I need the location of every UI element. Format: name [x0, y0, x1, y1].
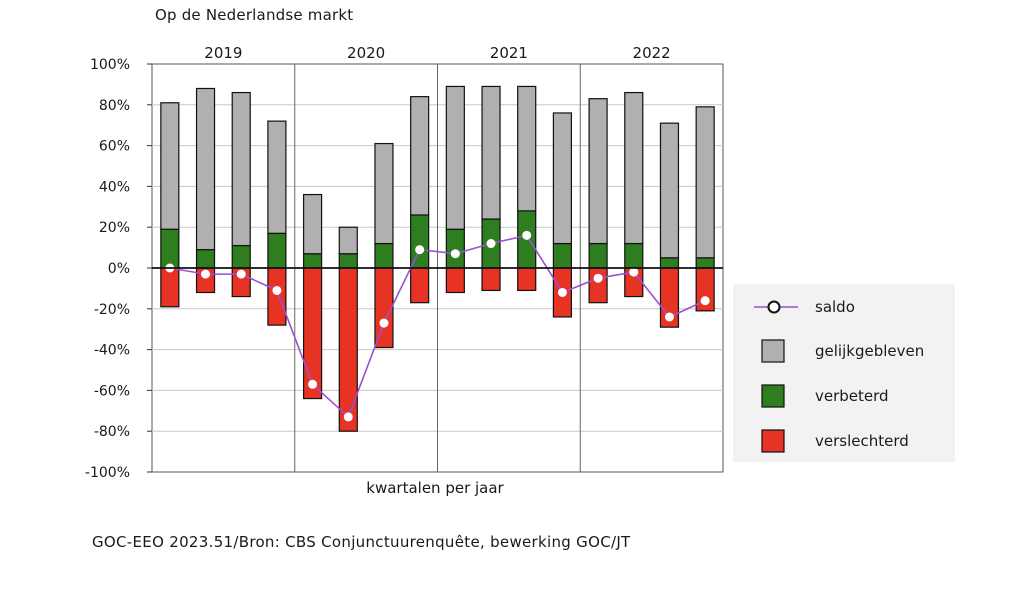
bar-gelijkgebleven [624, 91, 644, 245]
bar-verbeterd [659, 257, 680, 269]
saldo-point [700, 296, 710, 306]
saldo-point [664, 312, 674, 322]
bar-gelijkgebleven [481, 85, 501, 220]
bar-verslechterd [410, 267, 430, 304]
bar-verbeterd [552, 242, 573, 269]
bar-gelijkgebleven [552, 112, 573, 245]
bar-gelijkgebleven [445, 85, 465, 230]
bar-verbeterd [195, 249, 216, 269]
bar-verbeterd [374, 242, 394, 269]
bar-verbeterd [302, 253, 323, 269]
saldo-point [450, 249, 460, 259]
bar-verslechterd [267, 267, 287, 326]
saldo-point [486, 239, 496, 249]
saldo-point [201, 269, 211, 279]
bar-verbeterd [445, 228, 465, 269]
y-tick-label: -100% [85, 465, 130, 481]
legend-label-verbeterd: verbeterd [815, 387, 889, 405]
legend-label-verslechterd: verslechterd [815, 432, 909, 450]
bar-gelijkgebleven [659, 122, 680, 259]
year-label: 2022 [633, 44, 671, 62]
legend-swatch-verbeterd [761, 384, 785, 408]
saldo-point [272, 285, 282, 295]
y-tick-label: -80% [94, 424, 130, 440]
legend-swatch-verslechterd [761, 429, 785, 453]
legend-saldo-marker [767, 300, 781, 314]
saldo-point [522, 230, 532, 240]
bar-verbeterd [410, 214, 430, 269]
bar-gelijkgebleven [302, 193, 323, 255]
bar-verslechterd [338, 267, 358, 432]
y-tick-label: 100% [90, 57, 130, 73]
y-tick-label: 20% [99, 220, 130, 236]
bar-gelijkgebleven [267, 120, 287, 234]
bar-verbeterd [160, 228, 180, 269]
bar-gelijkgebleven [517, 85, 537, 212]
saldo-point [593, 273, 603, 283]
axis-layer: 100% 80% 60% 40% 20% 0% -20% -40% -60% -80% -100% 2… [85, 44, 723, 481]
saldo-point [236, 269, 246, 279]
bar-gelijkgebleven [410, 96, 430, 216]
saldo-point [415, 245, 425, 255]
bar-gelijkgebleven [374, 142, 394, 245]
legend-label-saldo: saldo [815, 298, 855, 316]
y-tick-label: 60% [99, 139, 130, 155]
year-label: 2021 [490, 44, 528, 62]
legend-swatch-gelijkgebleven [761, 339, 785, 363]
bar-verbeterd [231, 244, 251, 269]
bar-verslechterd [160, 267, 180, 308]
y-tick-label: -40% [94, 343, 130, 359]
saldo-line [169, 234, 706, 419]
saldo-point [629, 267, 639, 277]
y-tick-label: 0% [108, 261, 130, 277]
bar-gelijkgebleven [195, 87, 216, 251]
legend: saldo gelijkgebleven verbeterd verslechterd [733, 284, 955, 462]
source-note: GOC-EEO 2023.51/Bron: CBS Conjunctuurenq… [92, 533, 631, 551]
saldo-point [343, 412, 353, 422]
bar-verslechterd [374, 267, 394, 349]
bar-verbeterd [267, 232, 287, 269]
legend-label-gelijkgebleven: gelijkgebleven [815, 342, 924, 360]
bar-verslechterd [445, 267, 465, 294]
bar-verslechterd [517, 267, 537, 292]
bar-gelijkgebleven [695, 106, 715, 259]
bar-gelijkgebleven [588, 98, 608, 245]
x-axis-title: kwartalen per jaar [366, 479, 504, 497]
bar-verbeterd [695, 257, 715, 269]
bar-gelijkgebleven [160, 102, 180, 230]
saldo-point [557, 287, 567, 297]
bar-gelijkgebleven [338, 226, 358, 255]
bar-verslechterd [481, 267, 501, 292]
y-tick-label: 80% [99, 98, 130, 114]
y-tick-label: -20% [94, 302, 130, 318]
y-tick-label: -60% [94, 383, 130, 399]
year-label: 2019 [204, 44, 242, 62]
saldo-point [379, 318, 389, 328]
saldo-point [308, 379, 318, 389]
bar-verslechterd [588, 267, 608, 304]
saldo-line-layer [165, 230, 710, 422]
year-label: 2020 [347, 44, 385, 62]
bar-verbeterd [338, 253, 358, 269]
bar-verslechterd [302, 267, 323, 400]
y-tick-label: 40% [99, 179, 130, 195]
bar-verbeterd [588, 242, 608, 269]
bar-gelijkgebleven [231, 91, 251, 247]
bar-verbeterd [624, 242, 644, 269]
chart-title: Op de Nederlandse markt [155, 6, 354, 24]
